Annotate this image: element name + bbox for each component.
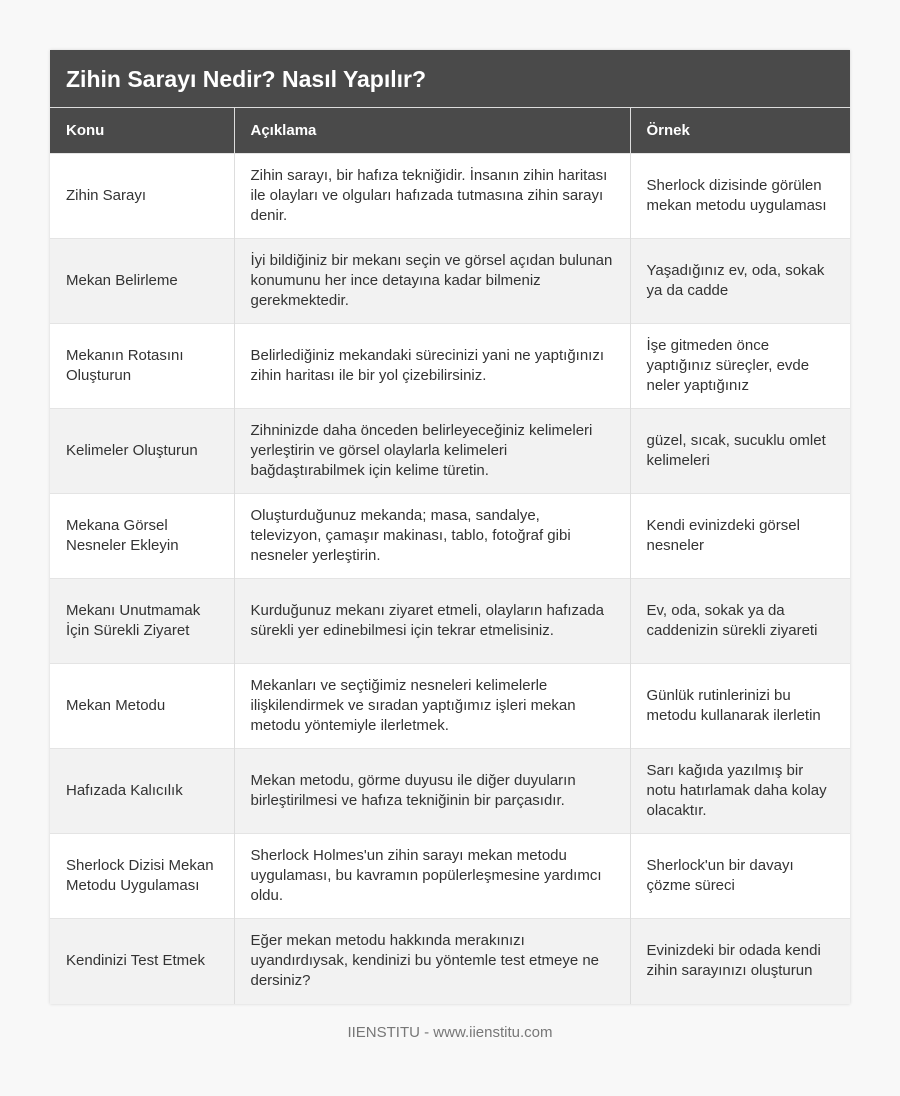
ornek-cell: Sarı kağıda yazılmış bir notu hatırlamak…: [630, 748, 850, 834]
aciklama-cell: Mekan metodu, görme duyusu ile diğer duy…: [234, 748, 631, 834]
ornek-cell: İşe gitmeden önce yaptığınız süreçler, e…: [630, 323, 850, 409]
table-row: Hafızada Kalıcılık Mekan metodu, görme du…: [50, 748, 850, 834]
ornek-cell: Sherlock dizisinde görülen mekan metodu …: [630, 153, 850, 239]
aciklama-cell: Eğer mekan metodu hakkında merakınızı uy…: [234, 918, 631, 1004]
konu-cell: Kelimeler Oluşturun: [50, 408, 235, 494]
data-table: Konu Açıklama Örnek Zihin Sarayı Zihin sa…: [50, 108, 850, 1004]
table-row: Sherlock Dizisi Mekan Metodu Uygulaması S…: [50, 833, 850, 919]
table-container: Zihin Sarayı Nedir? Nasıl Yapılır? Konu …: [50, 50, 850, 1004]
aciklama-cell: Zihninizde daha önceden belirleyeceğiniz…: [234, 408, 631, 494]
aciklama-cell: Mekanları ve seçtiğimiz nesneleri kelime…: [234, 663, 631, 749]
konu-cell: Mekan Metodu: [50, 663, 235, 749]
ornek-cell: güzel, sıcak, sucuklu omlet kelimeleri: [630, 408, 850, 494]
column-header-aciklama: Açıklama: [234, 108, 631, 154]
ornek-cell: Yaşadığınız ev, oda, sokak ya da cadde: [630, 238, 850, 324]
table-row: Kelimeler Oluşturun Zihninizde daha önced…: [50, 408, 850, 494]
table-row: Mekana Görsel Nesneler Ekleyin Oluşturduğ…: [50, 493, 850, 579]
table-row: Zihin Sarayı Zihin sarayı, bir hafıza tek…: [50, 153, 850, 239]
table-row: Mekanı Unutmamak İçin Sürekli Ziyaret Kur…: [50, 578, 850, 664]
konu-cell: Sherlock Dizisi Mekan Metodu Uygulaması: [50, 833, 235, 919]
aciklama-cell: Zihin sarayı, bir hafıza tekniğidir. İns…: [234, 153, 631, 239]
ornek-cell: Sherlock'un bir davayı çözme süreci: [630, 833, 850, 919]
aciklama-cell: Belirlediğiniz mekandaki sürecinizi yani…: [234, 323, 631, 409]
table-row: Kendinizi Test Etmek Eğer mekan metodu ha…: [50, 918, 850, 1004]
column-header-ornek: Örnek: [630, 108, 850, 154]
aciklama-cell: Kurduğunuz mekanı ziyaret etmeli, olayla…: [234, 578, 631, 664]
column-header-konu: Konu: [50, 108, 235, 154]
ornek-cell: Ev, oda, sokak ya da caddenizin sürekli …: [630, 578, 850, 664]
footer-credit: IIENSTITU - www.iienstitu.com: [347, 1024, 553, 1041]
table-row: Mekan Metodu Mekanları ve seçtiğimiz nesn…: [50, 663, 850, 749]
page-title: Zihin Sarayı Nedir? Nasıl Yapılır?: [50, 50, 850, 108]
konu-cell: Kendinizi Test Etmek: [50, 918, 235, 1004]
ornek-cell: Evinizdeki bir odada kendi zihin sarayın…: [630, 918, 850, 1004]
konu-cell: Zihin Sarayı: [50, 153, 235, 239]
ornek-cell: Günlük rutinlerinizi bu metodu kullanara…: [630, 663, 850, 749]
aciklama-cell: Oluşturduğunuz mekanda; masa, sandalye, …: [234, 493, 631, 579]
konu-cell: Hafızada Kalıcılık: [50, 748, 235, 834]
konu-cell: Mekan Belirleme: [50, 238, 235, 324]
konu-cell: Mekanı Unutmamak İçin Sürekli Ziyaret: [50, 578, 235, 664]
konu-cell: Mekana Görsel Nesneler Ekleyin: [50, 493, 235, 579]
konu-cell: Mekanın Rotasını Oluşturun: [50, 323, 235, 409]
table-row: Mekanın Rotasını Oluşturun Belirlediğiniz…: [50, 323, 850, 409]
aciklama-cell: İyi bildiğiniz bir mekanı seçin ve görse…: [234, 238, 631, 324]
aciklama-cell: Sherlock Holmes'un zihin sarayı mekan me…: [234, 833, 631, 919]
table-row: Mekan Belirleme İyi bildiğiniz bir mekanı…: [50, 238, 850, 324]
table-header-row: Konu Açıklama Örnek: [50, 108, 850, 154]
ornek-cell: Kendi evinizdeki görsel nesneler: [630, 493, 850, 579]
